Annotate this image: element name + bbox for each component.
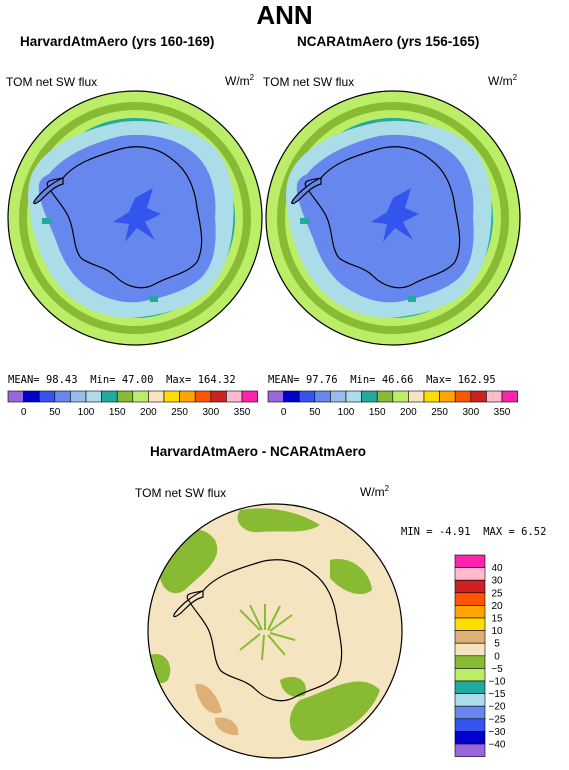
diff-colorbar-tick-label: 10 — [491, 626, 503, 637]
diff-colorbar-swatch — [454, 642, 486, 657]
diff-colorbar-tick-label: 40 — [491, 563, 503, 574]
diff-colorbar-tick-label: 20 — [491, 601, 503, 612]
left-colorbar-tick-label: 100 — [78, 407, 95, 418]
right-colorbar-tick-label: 100 — [338, 407, 355, 418]
diff-colorbar-tick-label: 30 — [491, 576, 503, 587]
left-colorbar-swatch — [241, 390, 258, 403]
diff-colorbar-swatch — [454, 579, 486, 594]
right-stats: MEAN= 97.76 Min= 46.66 Max= 162.95 — [268, 374, 496, 386]
right-colorbar: 0 50 100 150 200 250 300 350 — [267, 390, 518, 418]
diff-colorbar-tick-label: 25 — [491, 588, 503, 599]
left-variable-label: TOM net SW flux — [6, 75, 98, 89]
diff-colorbar-tick-label: −25 — [489, 714, 506, 725]
diff-min-max: MIN = -4.91 MAX = 6.52 — [401, 526, 547, 538]
diff-variable-label: TOM net SW flux — [135, 486, 227, 500]
right-panel-title: NCARAtmAero (yrs 156-165) — [297, 34, 480, 49]
diff-colorbar-tick-label: 0 — [494, 651, 500, 662]
diff-colorbar-tick-label: 5 — [494, 639, 500, 650]
right-colorbar-tick-label: 250 — [431, 407, 448, 418]
diff-colorbar-tick-label: −40 — [489, 740, 506, 751]
diff-colorbar-swatch — [454, 655, 486, 669]
right-colorbar-tick-label: 300 — [462, 407, 479, 418]
diff-colorbar-swatch — [454, 567, 486, 581]
figure-title: ANN — [256, 0, 313, 30]
right-units-label: W/m2 — [488, 73, 518, 88]
diff-colorbar-swatch — [454, 617, 486, 631]
left-colorbar-tick-label: 150 — [109, 407, 126, 418]
diff-units-label: W/m2 — [360, 484, 390, 499]
left-colorbar-tick-label: 350 — [234, 407, 251, 418]
diff-colorbar-tick-label: −20 — [489, 702, 506, 713]
left-colorbar-tick-label: 50 — [49, 407, 61, 418]
left-stats: MEAN= 98.43 Min= 47.00 Max= 164.32 — [8, 374, 236, 386]
diff-colorbar-swatch — [454, 693, 486, 707]
right-variable-label: TOM net SW flux — [263, 75, 355, 89]
diff-colorbar-tick-label: 15 — [491, 614, 503, 625]
diff-colorbar-tick-label: −10 — [489, 677, 506, 688]
diff-colorbar-swatch — [454, 680, 486, 694]
diff-colorbar-tick-label: −15 — [489, 689, 506, 700]
left-colorbar: 0 50 100 150 200 250 300 350 — [7, 390, 258, 418]
right-colorbar-tick-label: 0 — [281, 407, 287, 418]
right-colorbar-tick-label: 50 — [309, 407, 321, 418]
right-colorbar-swatch — [501, 390, 518, 403]
right-colorbar-tick-label: 350 — [494, 407, 511, 418]
diff-colorbar-swatch — [454, 718, 486, 732]
diff-colorbar-swatch — [454, 630, 486, 644]
left-colorbar-tick-label: 200 — [140, 407, 157, 418]
right-colorbar-tick-label: 200 — [400, 407, 417, 418]
left-colorbar-tick-label: 0 — [21, 407, 27, 418]
diff-colorbar-swatch — [454, 705, 486, 720]
diff-colorbar-swatch — [454, 554, 486, 568]
diff-colorbar-swatch — [454, 605, 486, 619]
diff-colorbar-swatch — [454, 731, 486, 745]
left-panel-title: HarvardAtmAero (yrs 160-169) — [20, 34, 215, 49]
diff-colorbar-swatch — [454, 668, 486, 682]
diff-panel-title: HarvardAtmAero - NCARAtmAero — [150, 444, 367, 459]
diff-colorbar-swatch — [454, 743, 486, 757]
diff-colorbar-swatch — [454, 592, 486, 606]
left-units-label: W/m2 — [225, 73, 255, 88]
left-colorbar-tick-label: 250 — [171, 407, 188, 418]
right-colorbar-tick-label: 150 — [369, 407, 386, 418]
left-colorbar-tick-label: 300 — [202, 407, 219, 418]
diff-colorbar-tick-label: −30 — [489, 727, 506, 738]
diff-colorbar-tick-label: −5 — [491, 664, 503, 675]
